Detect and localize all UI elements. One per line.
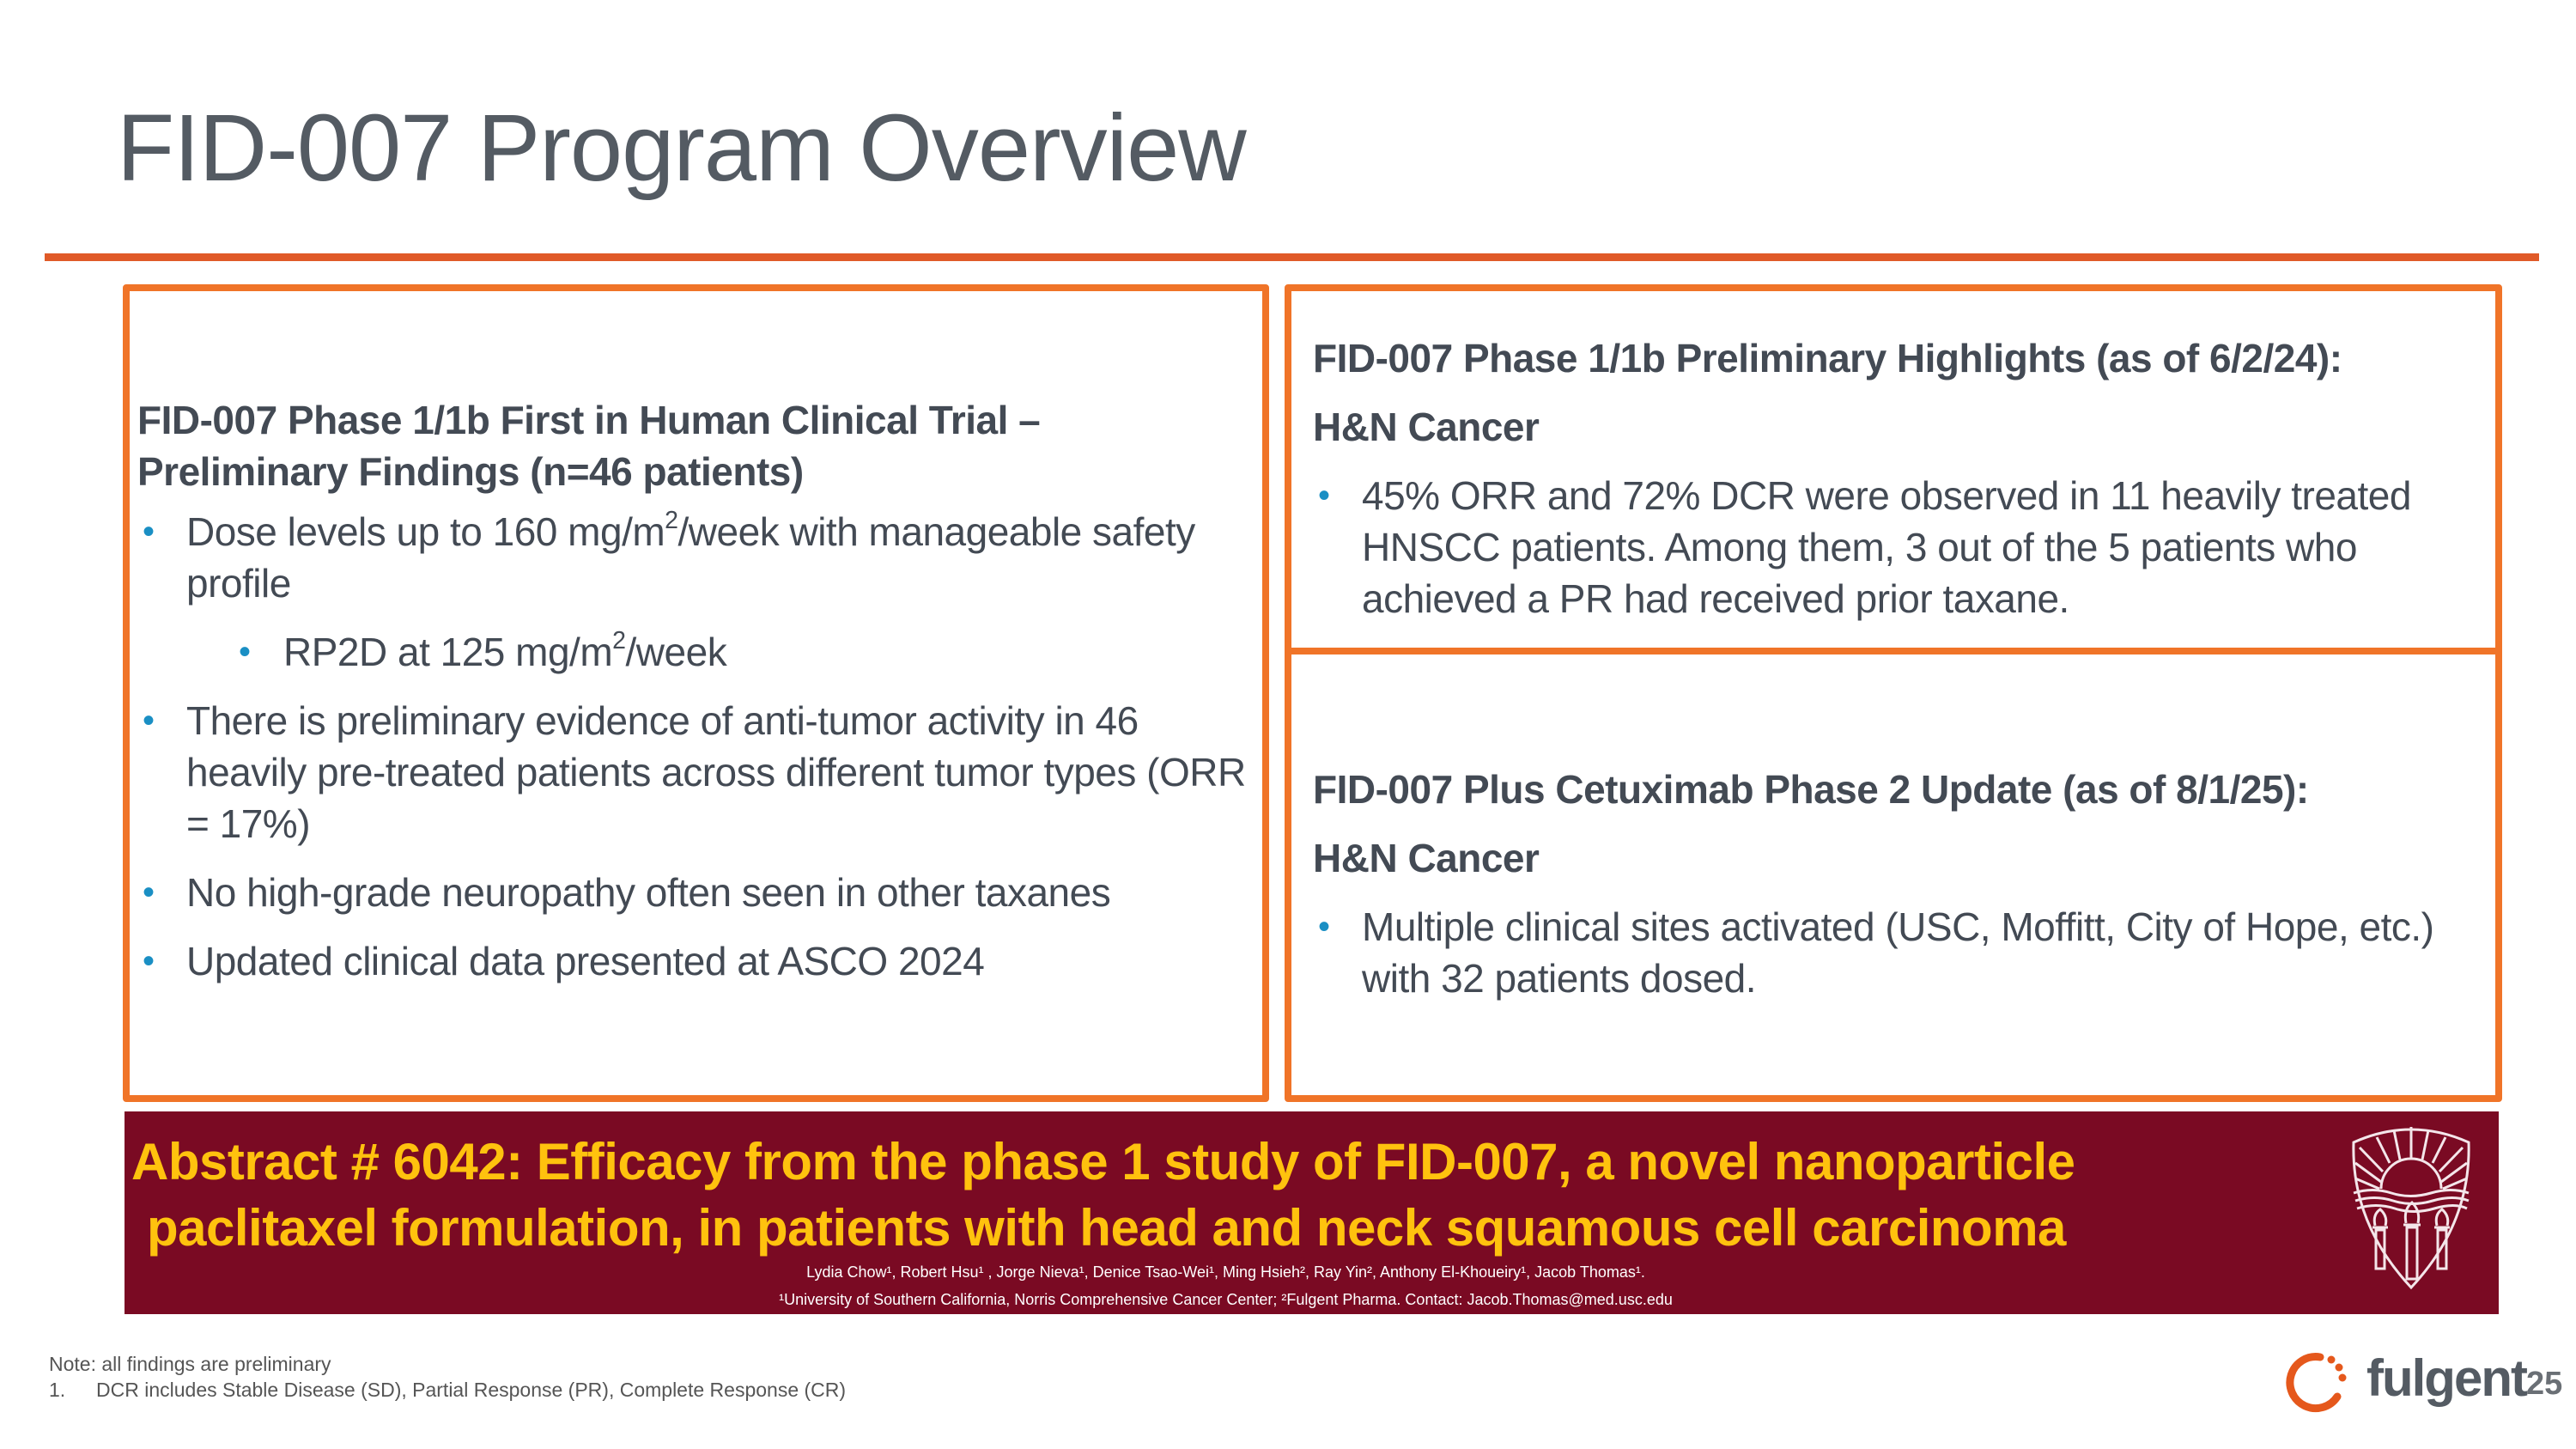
bullet-icon: • — [1318, 908, 1330, 946]
highlights-heading: FID-007 Phase 1/1b Preliminary Highlight… — [1313, 336, 2342, 381]
phase2-update-section: FID-007 Plus Cetuximab Phase 2 Update (a… — [1313, 764, 2489, 1004]
fulgent-wordmark: fulgent — [2366, 1349, 2528, 1407]
abstract-title-line1: Abstract # 6042: Efficacy from the phase… — [131, 1133, 2075, 1190]
list-item: • There is preliminary evidence of anti-… — [137, 695, 1254, 849]
list-item: • Updated clinical data presented at ASC… — [137, 935, 1254, 987]
bullet-text: Multiple clinical sites activated (USC, … — [1362, 904, 2434, 1001]
bullet-text: There is preliminary evidence of anti-tu… — [186, 698, 1246, 846]
panel-heading-line1: FID-007 Phase 1/1b First in Human Clinic… — [137, 398, 1041, 442]
bullet-text: Updated clinical data presented at ASCO … — [186, 939, 985, 983]
bullet-text: Dose levels up to 160 mg/m — [186, 509, 665, 554]
list-item: • Dose levels up to 160 mg/m2/week with … — [137, 506, 1254, 609]
usc-shield-icon — [2352, 1127, 2470, 1290]
footer-note: Note: all findings are preliminary — [49, 1353, 331, 1375]
page-number: 25 — [2526, 1366, 2563, 1402]
phase1-findings-panel: FID-007 Phase 1/1b First in Human Clinic… — [123, 284, 1269, 1102]
findings-list: • Dose levels up to 160 mg/m2/week with … — [137, 506, 1254, 987]
title-divider — [45, 253, 2539, 261]
list-item: • 45% ORR and 72% DCR were observed in 1… — [1313, 470, 2481, 624]
abstract-title-line2: paclitaxel formulation, in patients with… — [147, 1199, 2066, 1257]
phase1-highlights-section: FID-007 Phase 1/1b Preliminary Highlight… — [1313, 332, 2481, 624]
footnote-text: DCR includes Stable Disease (SD), Partia… — [96, 1379, 847, 1401]
hn-cancer-panel: FID-007 Phase 1/1b Preliminary Highlight… — [1285, 284, 2502, 1102]
bullet-icon: • — [239, 633, 251, 671]
bullet-text: No high-grade neuropathy often seen in o… — [186, 870, 1111, 915]
bullet-text: /week with manageable safety profile — [186, 509, 1195, 606]
footnote-number: 1. — [49, 1379, 66, 1401]
list-item-sub: • RP2D at 125 mg/m2/week — [137, 626, 1254, 678]
fulgent-logo: fulgent — [2284, 1347, 2528, 1416]
highlights-subheading: H&N Cancer — [1313, 405, 1540, 449]
superscript: 2 — [612, 627, 626, 655]
bullet-text: 45% ORR and 72% DCR were observed in 11 … — [1362, 473, 2411, 621]
bullet-icon: • — [1318, 477, 1330, 514]
update-heading: FID-007 Plus Cetuximab Phase 2 Update (a… — [1313, 767, 2309, 812]
fulgent-logo-icon — [2286, 1353, 2347, 1413]
bullet-icon: • — [143, 513, 155, 551]
bullet-text: RP2D at 125 mg/m — [283, 630, 613, 674]
panel-divider — [1285, 648, 2502, 654]
panel-heading: FID-007 Phase 1/1b First in Human Clinic… — [137, 394, 1254, 497]
list-item: • No high-grade neuropathy often seen in… — [137, 867, 1254, 918]
superscript: 2 — [665, 507, 678, 535]
page-title: FID-007 Program Overview — [117, 95, 1247, 201]
bullet-icon: • — [143, 702, 155, 740]
update-list: • Multiple clinical sites activated (USC… — [1313, 901, 2489, 1004]
bullet-icon: • — [143, 874, 155, 911]
phase1-findings-section: FID-007 Phase 1/1b First in Human Clinic… — [137, 394, 1254, 987]
update-subheading: H&N Cancer — [1313, 836, 1540, 880]
abstract-affiliations: ¹University of Southern California, Norr… — [779, 1291, 1673, 1308]
bullet-text: /week — [625, 630, 727, 674]
bullet-icon: • — [143, 942, 155, 980]
footnote: 1. DCR includes Stable Disease (SD), Part… — [49, 1379, 846, 1402]
list-item: • Multiple clinical sites activated (USC… — [1313, 901, 2489, 1004]
abstract-banner: Abstract # 6042: Efficacy from the phase… — [125, 1111, 2499, 1314]
abstract-title: Abstract # 6042: Efficacy from the phase… — [131, 1129, 2330, 1261]
abstract-authors: Lydia Chow¹, Robert Hsu¹ , Jorge Nieva¹,… — [806, 1263, 1645, 1281]
highlights-list: • 45% ORR and 72% DCR were observed in 1… — [1313, 470, 2481, 624]
panel-heading-line2: Preliminary Findings (n=46 patients) — [137, 449, 804, 494]
